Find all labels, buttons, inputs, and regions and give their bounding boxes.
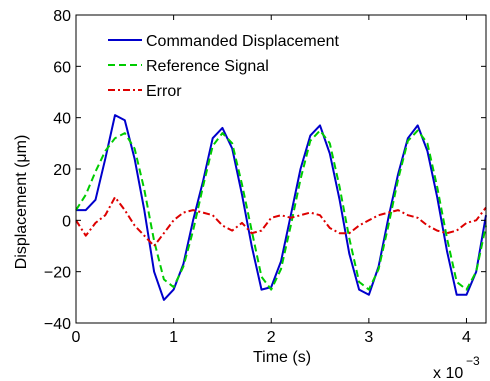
x-tick-label: 3 [364,329,373,346]
y-tick-label: 80 [53,8,71,25]
series-line-2 [75,129,487,291]
legend-label-2: Reference Signal [146,58,269,75]
legend-label-1: Commanded Displacement [146,33,340,50]
y-tick-label: −20 [44,265,71,282]
legend-label-3: Error [146,83,182,100]
y-tick-label: −40 [44,316,71,333]
y-tick-label: 40 [53,111,71,128]
y-tick-label: 0 [62,213,71,230]
x-axis-label: Time (s) [253,349,311,366]
y-tick-label: 20 [53,162,71,179]
x-tick-label: 2 [267,329,276,346]
series-line-1 [76,114,487,301]
legend: Commanded Displacement Reference Signal Er… [108,33,340,100]
y-tick-label: 60 [53,59,71,76]
x-multiplier-base: x 10 [433,365,463,381]
x-tick-label: 1 [169,329,178,346]
x-tick-label: 4 [462,329,471,346]
plot-background [76,15,486,323]
x-multiplier-exponent: −3 [466,354,480,368]
y-axis-label: Displacement (μm) [13,135,30,270]
x-tick-label: 0 [72,329,81,346]
series-line-3 [75,196,487,247]
x-axis-multiplier: x 10 −3 [433,354,480,381]
plot-area [76,15,486,323]
axes-layer: 0 1 2 3 4 −40 −20 0 20 40 60 80 [44,8,487,346]
series-layer [75,114,487,301]
